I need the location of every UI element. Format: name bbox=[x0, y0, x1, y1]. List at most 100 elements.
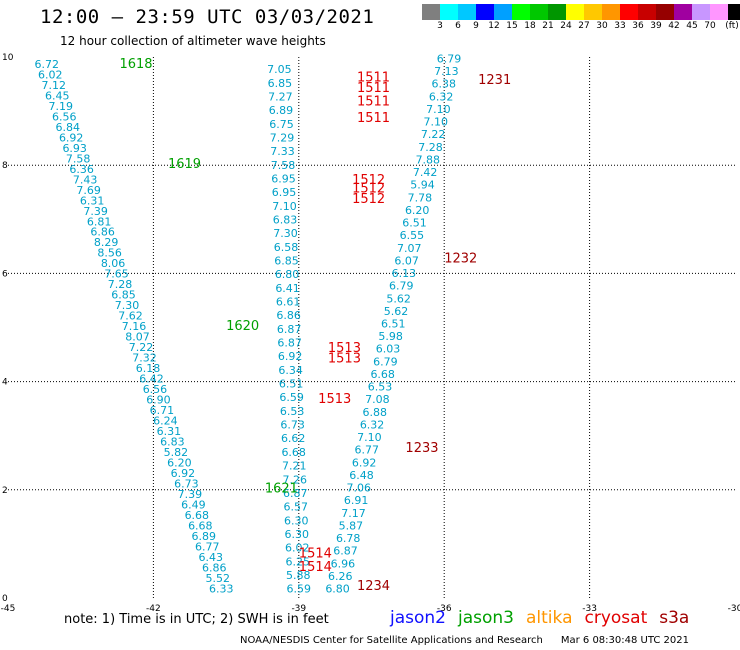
wave-height-value: 6.95 bbox=[272, 186, 297, 199]
wave-height-value: 6.51 bbox=[279, 378, 304, 391]
wave-height-value: 6.92 bbox=[171, 467, 196, 480]
wave-height-value: 6.92 bbox=[352, 456, 377, 469]
wave-height-value: 6.89 bbox=[192, 530, 217, 543]
wave-height-value: 6.79 bbox=[437, 52, 462, 65]
wave-height-value: 6.56 bbox=[52, 110, 77, 123]
time-label: 1514 bbox=[299, 560, 332, 575]
legend-label: 18 bbox=[524, 21, 536, 31]
legend-swatch bbox=[458, 4, 476, 20]
y-tick-label: 6 bbox=[2, 269, 8, 279]
wave-height-value: 7.16 bbox=[122, 320, 147, 333]
x-tick-label: -39 bbox=[291, 604, 306, 614]
wave-height-value: 6.68 bbox=[185, 509, 210, 522]
wave-height-value: 7.62 bbox=[118, 310, 143, 323]
legend-swatch bbox=[638, 4, 656, 20]
wave-height-value: 6.61 bbox=[276, 296, 301, 309]
legend-swatch bbox=[440, 4, 458, 20]
legend-label: 12 bbox=[488, 21, 500, 31]
wave-height-value: 7.10 bbox=[272, 200, 297, 213]
wave-height-value: 6.18 bbox=[136, 362, 161, 375]
wave-height-value: 7.33 bbox=[270, 145, 295, 158]
wave-height-value: 6.20 bbox=[405, 204, 430, 217]
wave-height-value: 7.39 bbox=[178, 488, 203, 501]
wave-height-value: 6.56 bbox=[143, 383, 168, 396]
wave-height-value: 6.32 bbox=[429, 90, 454, 103]
wave-height-value: 6.73 bbox=[174, 478, 199, 491]
wave-height-value: 6.68 bbox=[281, 446, 306, 459]
wave-height-value: 7.32 bbox=[132, 352, 157, 365]
wave-height-value: 6.87 bbox=[283, 487, 308, 500]
legend-label: 42 bbox=[668, 21, 680, 31]
legend-unit: (ft) bbox=[725, 21, 739, 31]
wave-height-value: 6.31 bbox=[80, 194, 105, 207]
y-tick-label: 0 bbox=[2, 594, 8, 604]
wave-height-value: 6.93 bbox=[62, 142, 87, 155]
wave-height-value: 7.58 bbox=[271, 159, 296, 172]
wave-height-value: 6.68 bbox=[188, 520, 213, 533]
satellite-legend-item: jason3 bbox=[458, 608, 514, 628]
legend-label: 24 bbox=[560, 21, 572, 31]
credit-line: NOAA/NESDIS Center for Satellite Applica… bbox=[240, 635, 689, 646]
wave-height-value: 6.73 bbox=[280, 419, 305, 432]
time-labels: 1618161916201621151115111511151115121512… bbox=[119, 57, 511, 594]
wave-height-value: 5.62 bbox=[386, 292, 411, 305]
color-scale-labels: 3 6 9 12 15 18 21 24 27 30 33 36 39 42 45 70 (ft) bbox=[422, 21, 740, 33]
wave-height-value: 6.79 bbox=[389, 280, 414, 293]
wave-height-value: 7.08 bbox=[365, 393, 390, 406]
wave-height-value: 7.06 bbox=[347, 482, 372, 495]
satellite-legend-item: altika bbox=[526, 608, 573, 628]
legend-swatch bbox=[656, 4, 674, 20]
x-tick-label: -33 bbox=[582, 604, 597, 614]
wave-height-value: 6.48 bbox=[349, 469, 374, 482]
wave-height-value: 5.62 bbox=[384, 305, 409, 318]
legend-swatch bbox=[602, 4, 620, 20]
legend-swatch bbox=[710, 4, 728, 20]
wave-height-value: 7.69 bbox=[76, 184, 101, 197]
legend-swatch bbox=[476, 4, 494, 20]
axes: -45 -42 -39 -36 -33 -30 0 2 4 6 8 10 bbox=[1, 53, 740, 614]
time-label: 1511 bbox=[357, 81, 390, 96]
wave-height-value: 7.13 bbox=[434, 65, 459, 78]
wave-height-value: 8.07 bbox=[125, 331, 150, 344]
legend-swatch bbox=[728, 4, 740, 20]
wave-height-value: 8.56 bbox=[97, 247, 122, 260]
wave-height-value: 7.29 bbox=[270, 132, 295, 145]
wave-height-value: 6.41 bbox=[275, 282, 300, 295]
wave-height-value: 7.28 bbox=[418, 141, 443, 154]
time-label: 1512 bbox=[352, 173, 385, 188]
color-scale-legend bbox=[422, 4, 740, 20]
legend-label: 39 bbox=[650, 21, 662, 31]
legend-label: 30 bbox=[596, 21, 608, 31]
wave-height-value: 7.39 bbox=[83, 205, 108, 218]
satellite-legend-item: s3a bbox=[659, 608, 690, 628]
y-tick-label: 2 bbox=[2, 486, 8, 496]
wave-height-value: 6.80 bbox=[325, 583, 350, 596]
wave-height-value: 7.05 bbox=[267, 63, 292, 76]
wave-height-value: 6.53 bbox=[368, 381, 393, 394]
wave-height-value: 6.26 bbox=[328, 570, 353, 583]
legend-label: 9 bbox=[473, 21, 479, 31]
time-label: 1512 bbox=[352, 181, 385, 196]
time-label: 1621 bbox=[265, 482, 298, 497]
wave-height-value: 6.31 bbox=[157, 425, 182, 438]
wave-height-value: 6.92 bbox=[59, 131, 84, 144]
wave-height-value: 7.42 bbox=[413, 166, 438, 179]
wave-height-value: 6.59 bbox=[287, 583, 312, 596]
legend-label: 70 bbox=[704, 21, 716, 31]
wave-height-value: 8.29 bbox=[94, 236, 119, 249]
wave-height-value: 6.49 bbox=[181, 499, 206, 512]
wave-height-value: 6.72 bbox=[35, 58, 60, 71]
wave-height-value: 6.90 bbox=[146, 394, 171, 407]
wave-height-value: 6.02 bbox=[38, 68, 63, 81]
wave-height-value: 6.45 bbox=[45, 89, 70, 102]
wave-height-value: 6.86 bbox=[90, 226, 115, 239]
wave-height-value: 6.77 bbox=[355, 444, 380, 457]
wave-height-value: 7.27 bbox=[268, 91, 293, 104]
wave-height-value: 6.42 bbox=[139, 373, 164, 386]
wave-height-value: 6.85 bbox=[268, 77, 293, 90]
wave-height-value: 6.79 bbox=[373, 355, 398, 368]
wave-height-points: 6.726.027.126.457.196.566.846.926.937.58… bbox=[35, 52, 462, 595]
legend-swatch bbox=[422, 4, 440, 20]
wave-height-value: 6.86 bbox=[276, 309, 301, 322]
